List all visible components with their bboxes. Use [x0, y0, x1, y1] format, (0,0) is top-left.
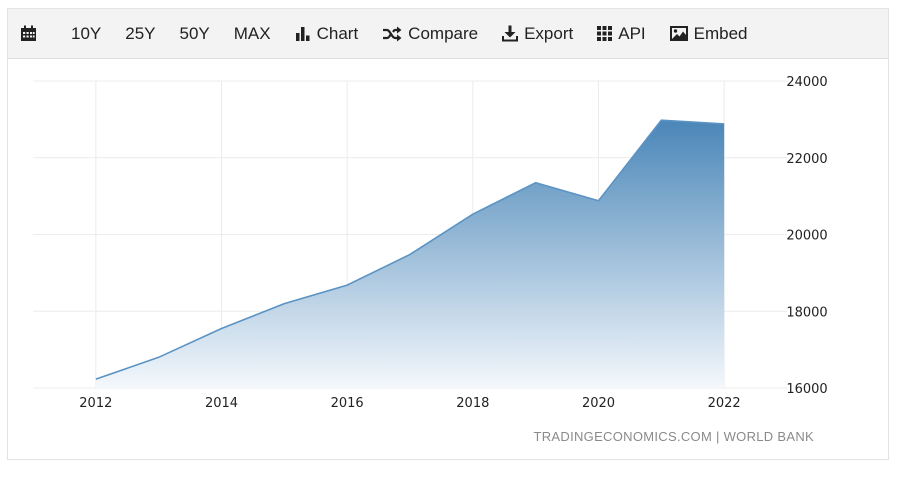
grid-icon: [597, 26, 613, 41]
x-tick-label: 2018: [456, 396, 489, 411]
y-tick-label: 18000: [786, 305, 827, 320]
bar-chart-icon: [295, 26, 310, 41]
range-50y-label: 50Y: [179, 23, 210, 43]
x-tick-label: 2012: [79, 396, 112, 411]
data-point[interactable]: [658, 117, 664, 123]
series-area: [95, 120, 725, 388]
data-point[interactable]: [596, 198, 602, 204]
download-icon: [502, 25, 519, 42]
data-point[interactable]: [344, 282, 350, 288]
toolbar: 10Y 25Y 50Y MAX Chart: [8, 9, 888, 59]
data-point[interactable]: [219, 326, 225, 332]
x-tick-label: 2022: [708, 396, 741, 411]
data-point[interactable]: [156, 354, 162, 360]
chart-type-button[interactable]: Chart: [283, 9, 371, 58]
data-point[interactable]: [470, 211, 476, 217]
api-label: API: [618, 23, 646, 43]
data-point[interactable]: [721, 121, 727, 127]
chart-type-label: Chart: [316, 23, 359, 43]
x-tick-label: 2016: [331, 396, 364, 411]
data-point[interactable]: [281, 301, 287, 307]
y-tick-label: 22000: [786, 152, 827, 167]
embed-button[interactable]: Embed: [658, 9, 760, 58]
calendar-button[interactable]: [8, 9, 59, 58]
range-10y-label: 10Y: [71, 23, 102, 43]
range-10y-button[interactable]: 10Y: [59, 9, 113, 58]
x-tick-label: 2014: [205, 396, 238, 411]
chart-widget: 10Y 25Y 50Y MAX Chart: [7, 8, 889, 460]
range-max-button[interactable]: MAX: [222, 9, 283, 58]
data-point[interactable]: [533, 180, 539, 186]
range-25y-button[interactable]: 25Y: [113, 9, 167, 58]
api-button[interactable]: API: [585, 9, 657, 58]
compare-label: Compare: [408, 23, 479, 43]
y-tick-label: 24000: [786, 75, 827, 90]
export-button[interactable]: Export: [490, 9, 585, 58]
export-label: Export: [524, 23, 574, 43]
y-tick-label: 20000: [786, 229, 827, 244]
data-point[interactable]: [93, 376, 99, 382]
calendar-icon: [21, 25, 36, 41]
shuffle-icon: [383, 26, 402, 41]
compare-button[interactable]: Compare: [370, 9, 490, 58]
embed-label: Embed: [693, 23, 748, 43]
data-point[interactable]: [407, 251, 413, 257]
range-50y-button[interactable]: 50Y: [168, 9, 222, 58]
source-attribution: TRADINGECONOMICS.COM | WORLD BANK: [533, 429, 814, 444]
area-chart: 16000 18000 20000 22000 24000 2012 2014 2016 201…: [33, 75, 828, 411]
range-25y-label: 25Y: [125, 23, 156, 43]
range-max-label: MAX: [233, 23, 271, 43]
series-line: [95, 119, 725, 380]
y-tick-label: 16000: [786, 382, 827, 397]
image-icon: [669, 26, 688, 41]
x-tick-label: 2020: [582, 396, 615, 411]
